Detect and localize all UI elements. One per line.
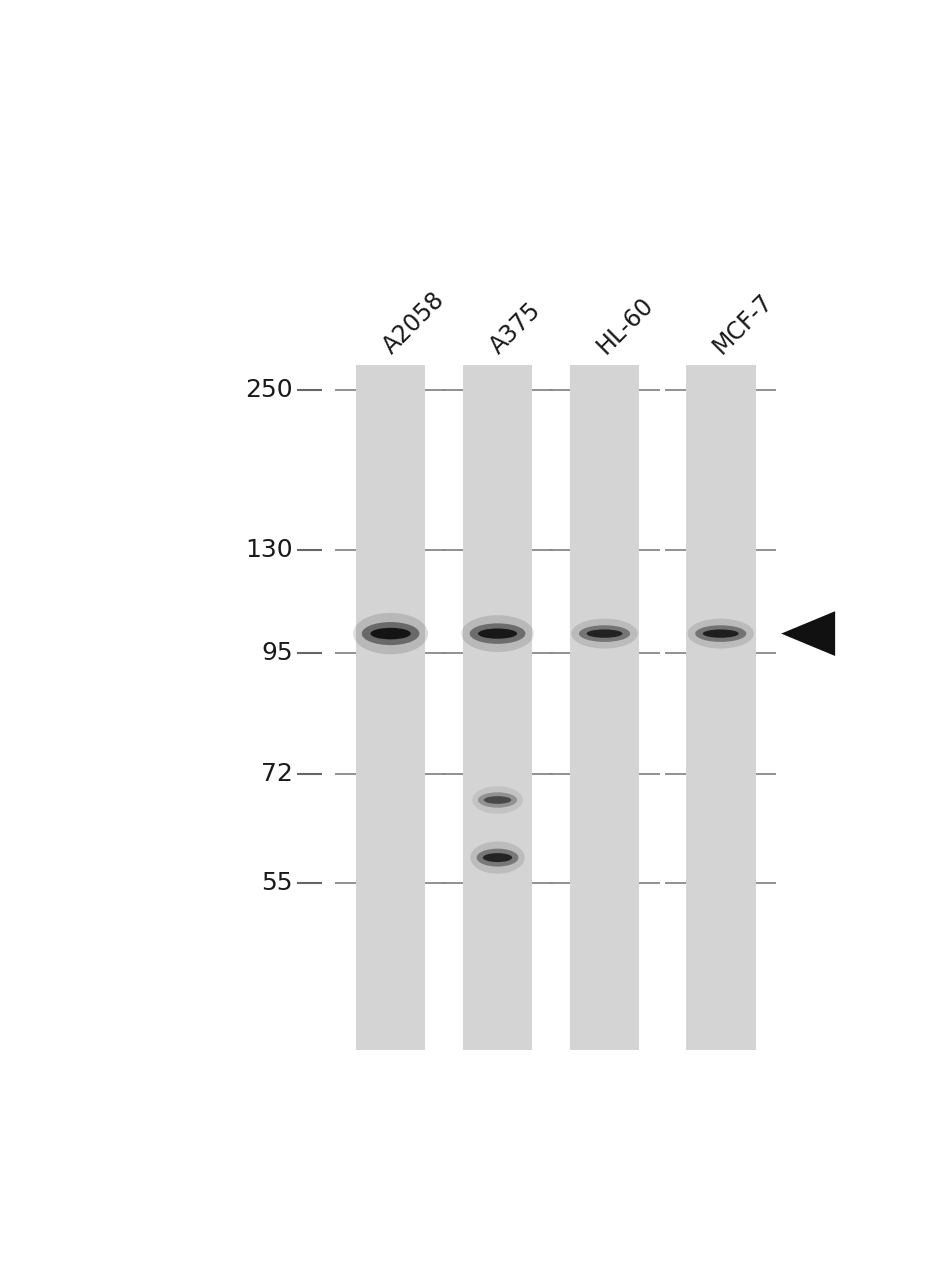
- Text: A2058: A2058: [379, 287, 449, 358]
- Ellipse shape: [687, 618, 754, 649]
- Ellipse shape: [353, 613, 428, 654]
- Polygon shape: [781, 611, 835, 655]
- Ellipse shape: [571, 618, 638, 649]
- Ellipse shape: [476, 849, 518, 867]
- Ellipse shape: [478, 792, 517, 808]
- Text: 130: 130: [246, 539, 293, 562]
- Text: 55: 55: [261, 872, 293, 895]
- Ellipse shape: [370, 628, 411, 639]
- Ellipse shape: [578, 625, 631, 643]
- Ellipse shape: [471, 841, 525, 874]
- Text: MCF-7: MCF-7: [709, 289, 777, 358]
- Ellipse shape: [483, 852, 512, 863]
- Ellipse shape: [695, 625, 746, 643]
- Text: HL-60: HL-60: [592, 292, 658, 358]
- Ellipse shape: [362, 622, 419, 645]
- Text: A375: A375: [485, 298, 546, 358]
- Bar: [463, 365, 532, 1050]
- Text: 72: 72: [261, 763, 293, 786]
- Ellipse shape: [461, 616, 534, 652]
- Text: 95: 95: [261, 641, 293, 664]
- Ellipse shape: [484, 796, 512, 804]
- Ellipse shape: [470, 623, 525, 644]
- Bar: [355, 365, 425, 1050]
- Ellipse shape: [587, 630, 622, 637]
- Ellipse shape: [472, 786, 523, 814]
- Bar: [685, 365, 755, 1050]
- Ellipse shape: [478, 628, 517, 639]
- Ellipse shape: [703, 630, 738, 637]
- Text: 250: 250: [246, 379, 293, 402]
- Bar: [569, 365, 640, 1050]
